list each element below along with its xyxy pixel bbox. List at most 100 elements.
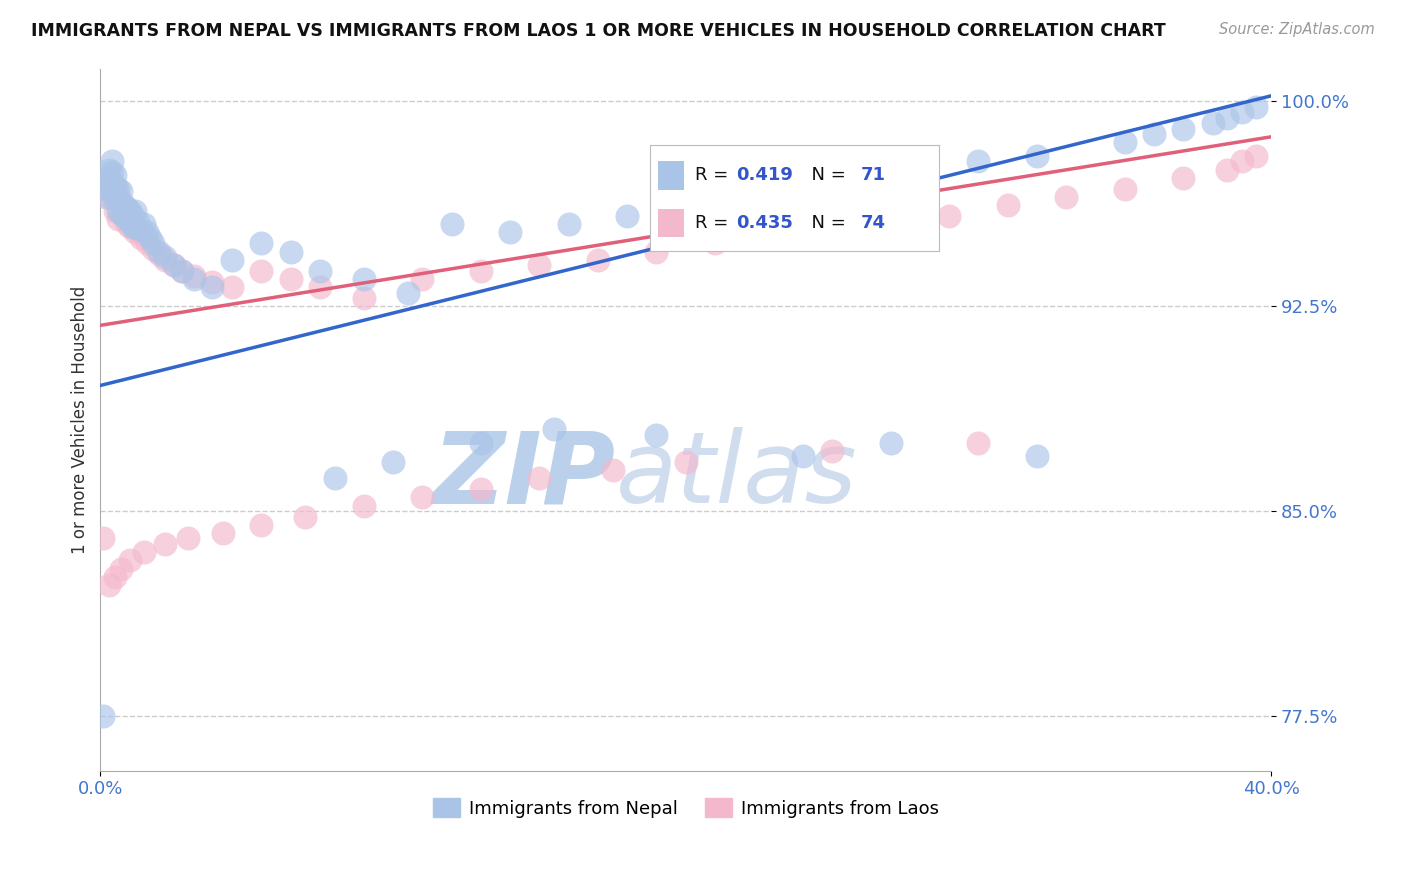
FancyBboxPatch shape xyxy=(658,209,685,237)
Point xyxy=(136,236,159,251)
Point xyxy=(529,258,551,272)
Point xyxy=(98,182,121,196)
Point xyxy=(309,280,332,294)
Point xyxy=(172,263,194,277)
Point xyxy=(101,154,124,169)
Point xyxy=(124,219,146,234)
Point xyxy=(118,553,141,567)
Point xyxy=(101,176,124,190)
Point xyxy=(821,176,844,190)
Point xyxy=(967,435,990,450)
Point xyxy=(162,258,184,272)
Point xyxy=(115,206,138,220)
Point xyxy=(104,570,127,584)
Point xyxy=(353,499,375,513)
Point xyxy=(250,236,273,251)
Point xyxy=(294,509,316,524)
Point xyxy=(177,532,200,546)
Point xyxy=(107,190,129,204)
Point xyxy=(762,231,785,245)
Point xyxy=(98,170,121,185)
Point xyxy=(821,444,844,458)
Point xyxy=(938,209,960,223)
Point xyxy=(96,176,118,190)
FancyBboxPatch shape xyxy=(658,161,685,189)
Point xyxy=(96,176,118,190)
Point xyxy=(616,209,638,223)
Point xyxy=(104,203,127,218)
Point xyxy=(353,291,375,305)
Point xyxy=(221,280,243,294)
Point xyxy=(107,193,129,207)
Point xyxy=(280,272,302,286)
Point xyxy=(142,242,165,256)
Point xyxy=(1026,149,1049,163)
Point xyxy=(172,263,194,277)
Point xyxy=(118,219,141,234)
Text: N =: N = xyxy=(800,213,852,232)
Text: Source: ZipAtlas.com: Source: ZipAtlas.com xyxy=(1219,22,1375,37)
Text: atlas: atlas xyxy=(616,427,858,524)
Point xyxy=(543,422,565,436)
Point xyxy=(499,226,522,240)
Point xyxy=(118,209,141,223)
Point xyxy=(131,223,153,237)
Point xyxy=(1026,450,1049,464)
Point xyxy=(153,252,176,267)
Text: 0.435: 0.435 xyxy=(737,213,793,232)
Point xyxy=(110,561,132,575)
Point xyxy=(851,217,873,231)
Text: N =: N = xyxy=(800,166,852,184)
Point xyxy=(675,203,697,218)
Point xyxy=(148,244,170,259)
Point xyxy=(98,578,121,592)
Point xyxy=(153,250,176,264)
Point xyxy=(967,154,990,169)
Point xyxy=(139,231,162,245)
Point xyxy=(124,226,146,240)
Legend: Immigrants from Nepal, Immigrants from Laos: Immigrants from Nepal, Immigrants from L… xyxy=(426,791,946,825)
Point xyxy=(121,219,143,234)
Point xyxy=(110,195,132,210)
Point xyxy=(91,709,114,723)
Point xyxy=(1246,100,1268,114)
Point xyxy=(250,263,273,277)
Point xyxy=(280,244,302,259)
Point xyxy=(353,272,375,286)
Point xyxy=(101,176,124,190)
Point xyxy=(134,217,156,231)
Point xyxy=(121,214,143,228)
Point xyxy=(98,182,121,196)
Point xyxy=(110,185,132,199)
Point xyxy=(440,217,463,231)
Point xyxy=(91,532,114,546)
Point xyxy=(1216,162,1239,177)
Point xyxy=(602,463,624,477)
Point xyxy=(382,455,405,469)
Point xyxy=(200,275,222,289)
Point xyxy=(134,545,156,559)
Point xyxy=(309,263,332,277)
Point xyxy=(127,214,149,228)
Point xyxy=(101,187,124,202)
Point xyxy=(411,272,433,286)
Point xyxy=(792,450,814,464)
Point xyxy=(733,190,755,204)
Point xyxy=(183,269,205,284)
Point xyxy=(1246,149,1268,163)
Text: IMMIGRANTS FROM NEPAL VS IMMIGRANTS FROM LAOS 1 OR MORE VEHICLES IN HOUSEHOLD CO: IMMIGRANTS FROM NEPAL VS IMMIGRANTS FROM… xyxy=(31,22,1166,40)
Point xyxy=(104,168,127,182)
Point xyxy=(124,203,146,218)
Point xyxy=(115,211,138,226)
Point xyxy=(997,198,1019,212)
Point xyxy=(529,471,551,485)
Text: R =: R = xyxy=(695,213,734,232)
Point xyxy=(115,217,138,231)
Point xyxy=(96,182,118,196)
Point xyxy=(118,203,141,218)
Point xyxy=(127,223,149,237)
Point xyxy=(110,195,132,210)
Point xyxy=(1201,116,1223,130)
Point xyxy=(212,526,235,541)
Text: ZIP: ZIP xyxy=(433,427,616,524)
